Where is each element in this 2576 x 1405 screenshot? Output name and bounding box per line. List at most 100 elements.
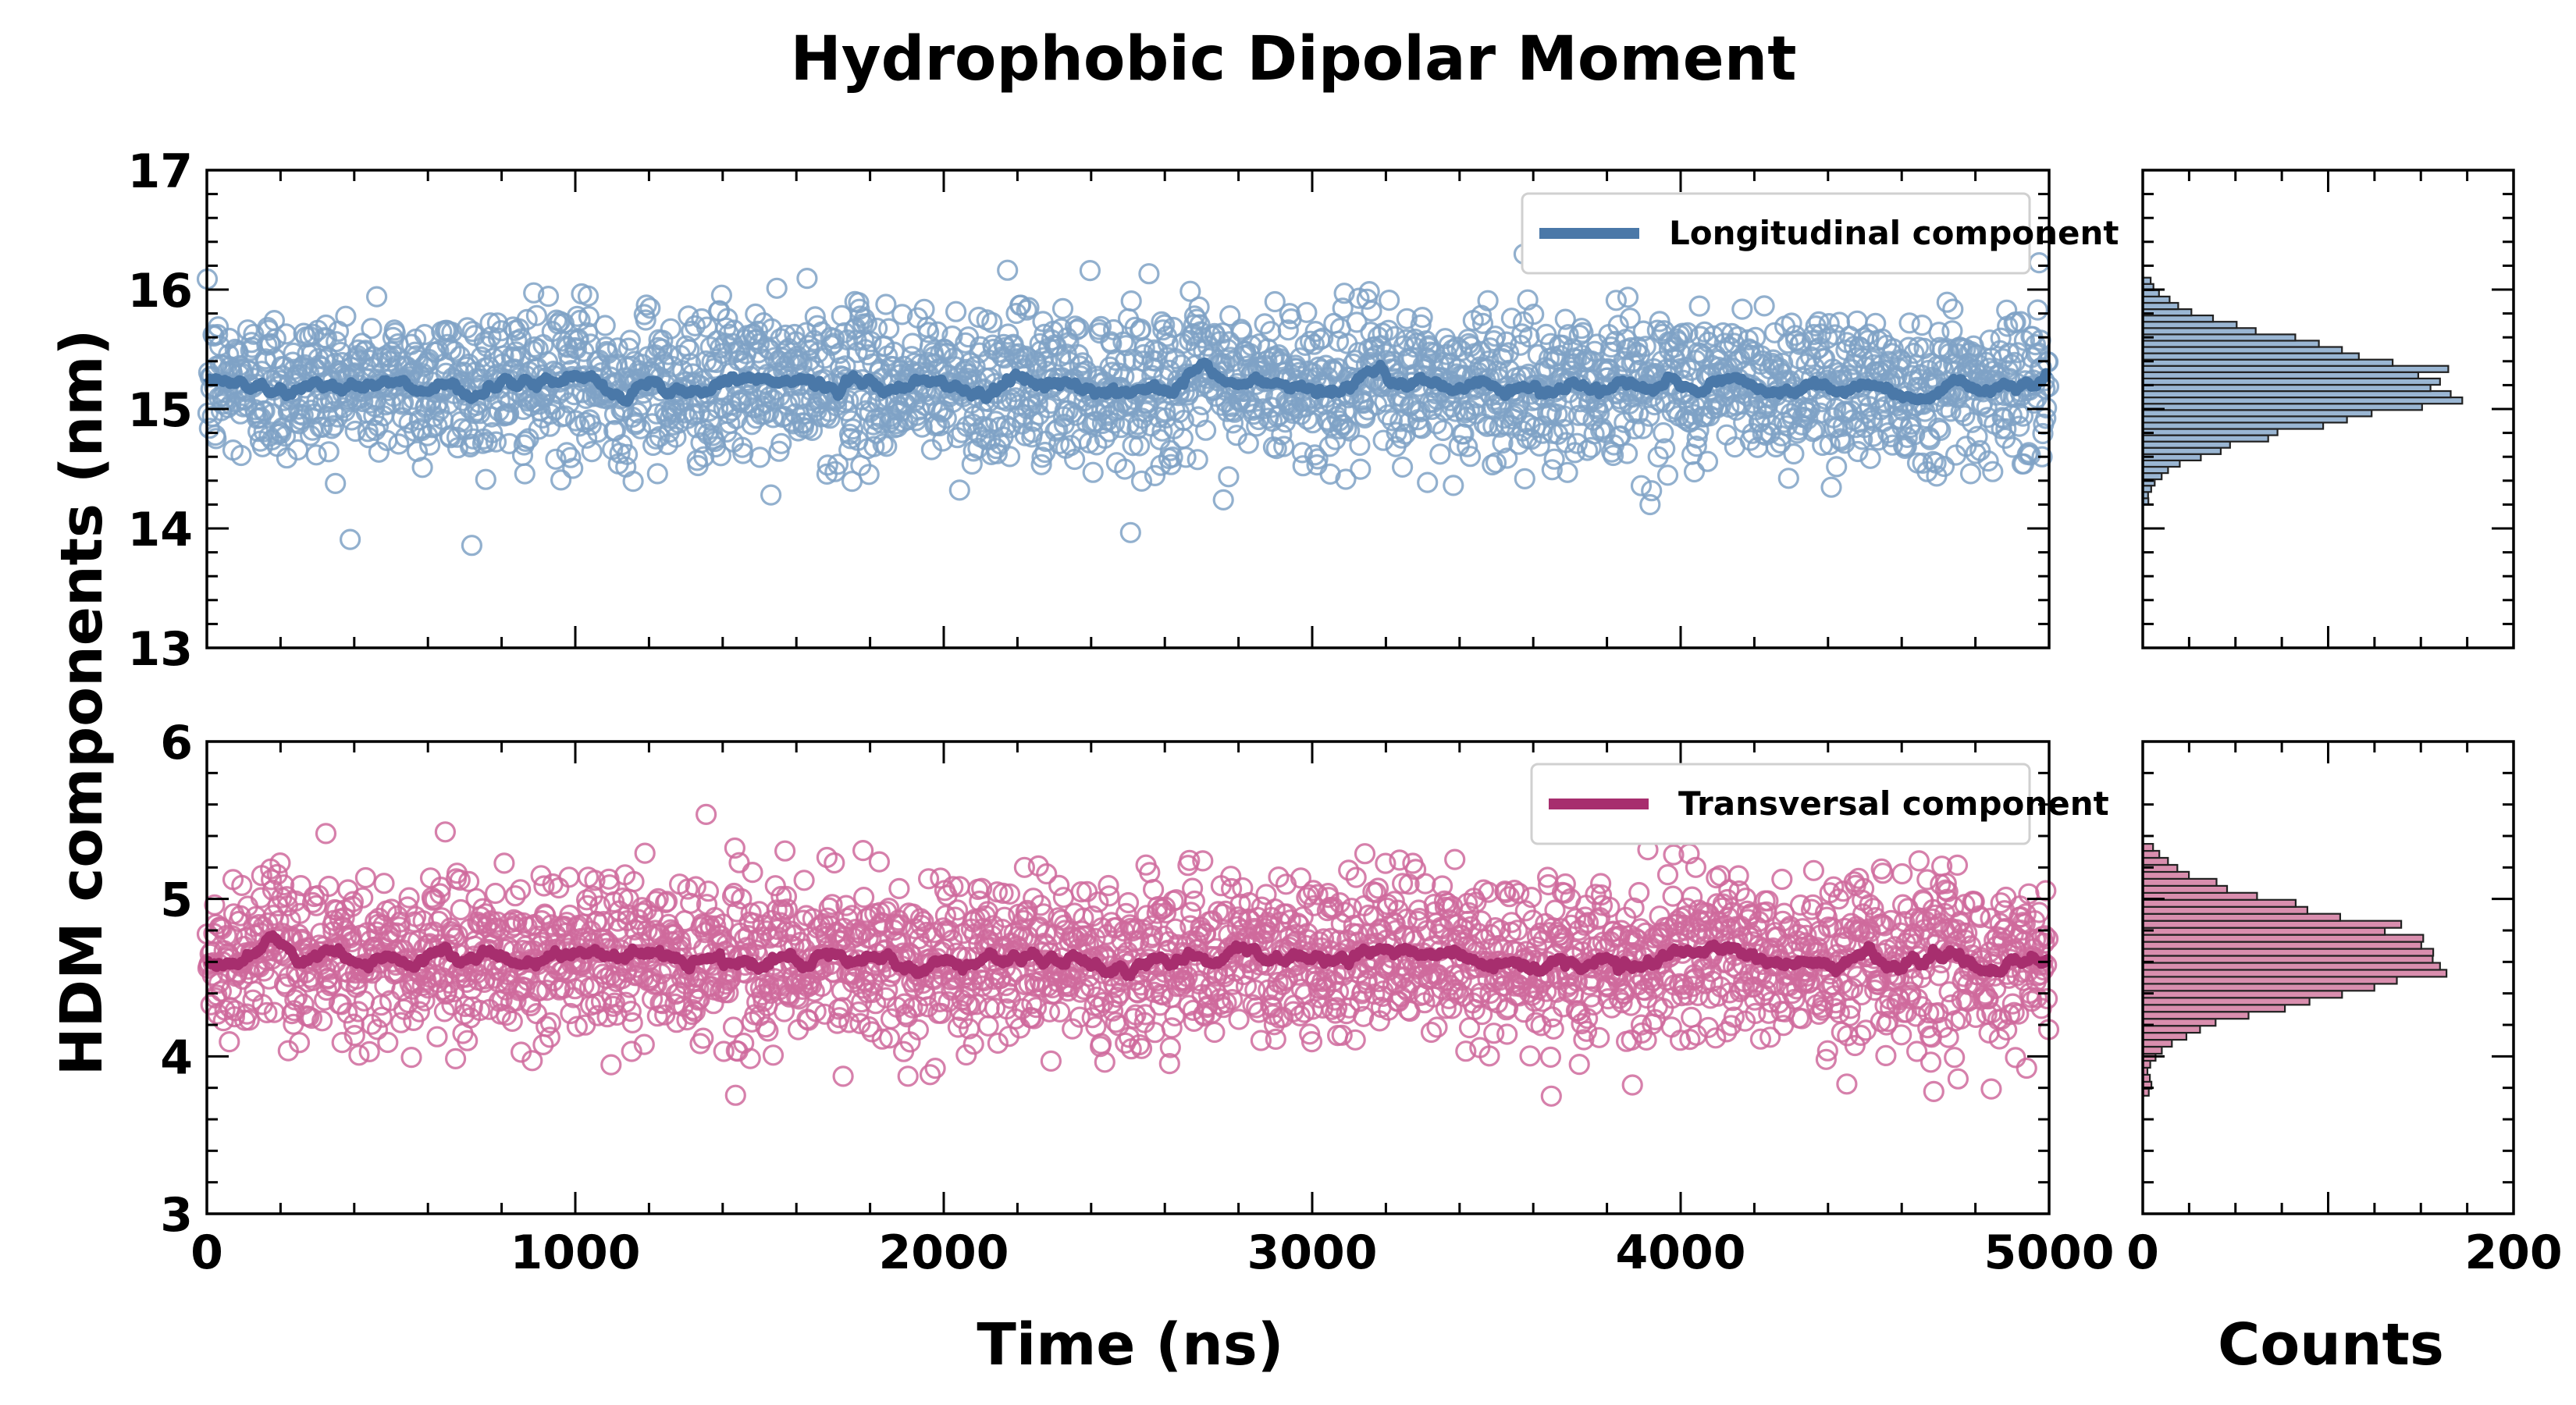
y-tick-label: 13 — [128, 622, 194, 677]
data-point — [1349, 434, 1371, 457]
data-point — [1187, 449, 1208, 471]
data-point — [510, 879, 532, 901]
data-point — [578, 306, 600, 328]
data-point — [523, 336, 546, 358]
data-point — [457, 317, 479, 339]
data-point — [321, 418, 343, 439]
y-tick-label: 15 — [128, 383, 194, 438]
data-point — [692, 1027, 714, 1049]
data-point — [498, 432, 521, 455]
data-point — [482, 422, 503, 444]
data-point — [1063, 448, 1086, 471]
data-point — [684, 315, 706, 336]
data-point — [1361, 300, 1382, 322]
data-point — [774, 324, 797, 346]
data-point — [1172, 409, 1194, 432]
data-point — [1194, 419, 1217, 441]
data-point — [560, 446, 582, 468]
data-point — [622, 470, 644, 493]
data-point — [566, 305, 589, 327]
data-point — [1009, 294, 1032, 316]
data-point — [1162, 446, 1183, 468]
data-point — [878, 318, 900, 340]
data-point — [1026, 393, 1049, 414]
data-point — [1426, 1016, 1448, 1038]
data-point — [945, 301, 967, 322]
data-point — [717, 308, 738, 329]
data-point — [554, 405, 576, 427]
data-point — [1477, 290, 1499, 311]
data-point — [635, 309, 656, 331]
data-point — [480, 325, 502, 348]
data-point — [1783, 443, 1805, 465]
data-point — [817, 454, 838, 476]
data-point — [1568, 1053, 1590, 1076]
data-point — [1630, 475, 1653, 496]
data-point — [858, 464, 880, 486]
data-point — [866, 317, 888, 340]
data-point — [1496, 447, 1518, 469]
data-point — [868, 851, 891, 873]
data-point — [497, 403, 520, 425]
data-point — [1554, 308, 1576, 330]
data-point — [1459, 446, 1482, 468]
data-point — [1448, 435, 1470, 457]
data-point — [1603, 444, 1624, 467]
data-point — [326, 331, 347, 353]
data-point — [1617, 286, 1639, 308]
data-point — [1777, 468, 1799, 489]
data-point — [363, 404, 385, 427]
data-point — [660, 318, 681, 340]
data-point — [392, 392, 415, 414]
data-point — [1485, 452, 1507, 474]
data-point — [888, 877, 910, 900]
data-point — [1326, 1024, 1349, 1047]
data-point — [484, 882, 507, 905]
data-point — [763, 389, 785, 411]
data-point — [1348, 287, 1370, 309]
data-point — [384, 322, 406, 344]
data-point — [1350, 458, 1372, 480]
data-point — [876, 436, 898, 457]
data-point — [646, 463, 668, 485]
data-point — [749, 446, 771, 468]
data-point — [411, 457, 433, 478]
data-point — [931, 430, 954, 452]
data-point — [1496, 1023, 1518, 1045]
data-point — [1557, 324, 1579, 346]
data-point — [1944, 1047, 1966, 1069]
data-point — [1138, 263, 1160, 285]
data-point — [779, 390, 801, 412]
data-point — [322, 400, 344, 423]
data-point — [1378, 290, 1400, 311]
data-point — [724, 1084, 746, 1106]
data-point — [639, 297, 661, 319]
data-point — [1113, 365, 1135, 388]
data-point — [784, 323, 806, 346]
data-point — [1920, 1051, 1942, 1073]
data-point — [318, 441, 340, 463]
data-point — [1151, 311, 1172, 333]
data-point — [400, 1046, 422, 1069]
data-point — [553, 312, 575, 334]
data-point — [1542, 1018, 1564, 1040]
data-point — [1411, 307, 1433, 329]
data-point — [1628, 403, 1649, 425]
data-point — [941, 325, 963, 347]
data-point — [581, 440, 603, 463]
data-point — [353, 990, 375, 1012]
data-point — [681, 363, 704, 385]
data-point — [1683, 461, 1706, 483]
data-point — [1294, 334, 1316, 356]
data-point — [1296, 301, 1318, 323]
data-point — [1411, 418, 1432, 439]
data-point — [681, 320, 703, 342]
data-point — [1183, 890, 1206, 912]
data-point — [1781, 312, 1802, 334]
data-point — [514, 430, 536, 453]
data-point — [1444, 848, 1466, 870]
data-point — [1120, 290, 1142, 312]
data-point — [1820, 476, 1842, 498]
data-point — [1031, 446, 1053, 468]
data-point — [695, 803, 717, 826]
